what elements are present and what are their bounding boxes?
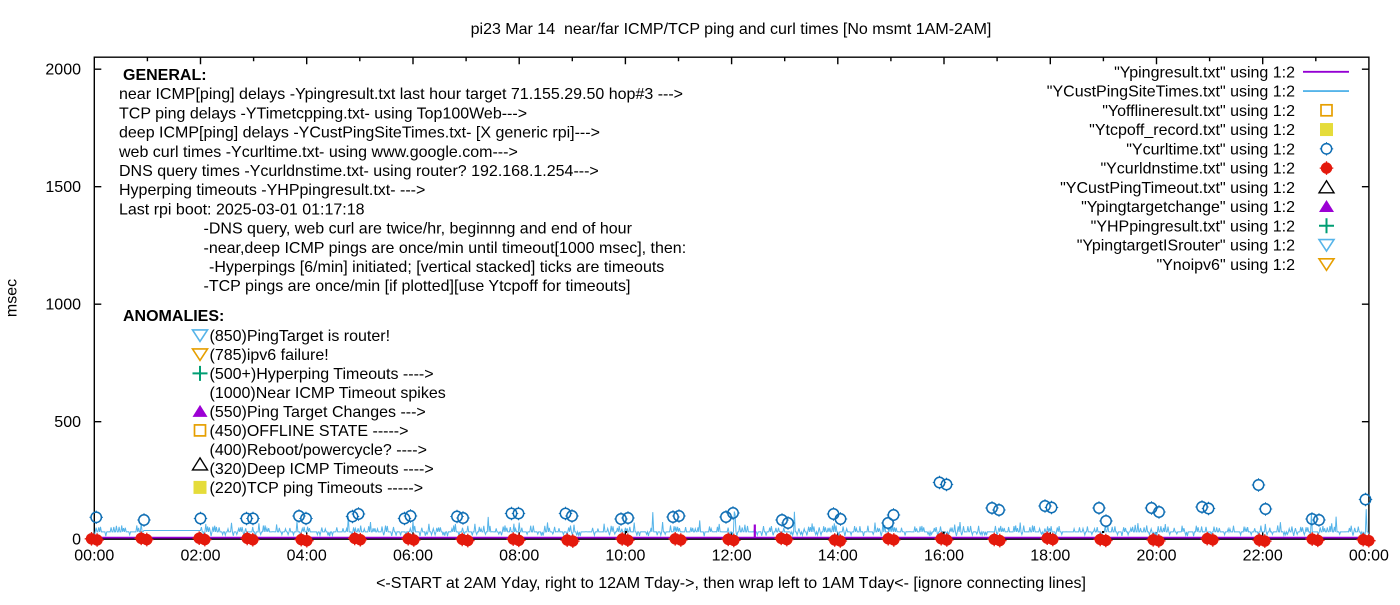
- svg-text:"Ytcpoff_record.txt" using 1:2: "Ytcpoff_record.txt" using 1:2: [1089, 122, 1295, 139]
- svg-text:-Hyperpings [6/min] initiated;: -Hyperpings [6/min] initiated; [vertical…: [209, 259, 664, 276]
- svg-text:14:00: 14:00: [818, 548, 858, 565]
- svg-text:"YpingtargetISrouter" using 1:: "YpingtargetISrouter" using 1:2: [1077, 238, 1295, 255]
- svg-text:"Ynoipv6" using 1:2: "Ynoipv6" using 1:2: [1156, 257, 1295, 274]
- svg-text:near ICMP[ping] delays -Ypingr: near ICMP[ping] delays -Ypingresult.txt …: [119, 86, 683, 103]
- svg-text:deep ICMP[ping] delays -YCustP: deep ICMP[ping] delays -YCustPingSiteTim…: [119, 125, 600, 142]
- svg-text:Hyperping timeouts -YHPpingres: Hyperping timeouts -YHPpingresult.txt- -…: [119, 182, 425, 199]
- svg-text:ANOMALIES:: ANOMALIES:: [123, 308, 224, 325]
- svg-text:"YCustPingSiteTimes.txt" using: "YCustPingSiteTimes.txt" using 1:2: [1047, 84, 1295, 101]
- svg-text:(1000)Near ICMP Timeout spikes: (1000)Near ICMP Timeout spikes: [210, 385, 446, 402]
- svg-text:-near,deep ICMP pings are once: -near,deep ICMP pings are once/min until…: [204, 240, 687, 257]
- svg-text:-DNS query, web curl are twice: -DNS query, web curl are twice/hr, begin…: [204, 221, 633, 238]
- svg-text:"Ypingresult.txt" using 1:2: "Ypingresult.txt" using 1:2: [1114, 64, 1295, 81]
- svg-text:1000: 1000: [45, 297, 81, 314]
- svg-text:GENERAL:: GENERAL:: [123, 67, 207, 84]
- svg-text:pi23 Mar 14 near/far ICMP/TCP: pi23 Mar 14 near/far ICMP/TCP ping and c…: [471, 21, 992, 38]
- svg-text:(320)Deep ICMP Timeouts ---->: (320)Deep ICMP Timeouts ---->: [210, 461, 434, 478]
- svg-text:"Ycurltime.txt" using 1:2: "Ycurltime.txt" using 1:2: [1126, 141, 1295, 158]
- svg-text:(500+)Hyperping Timeouts ---->: (500+)Hyperping Timeouts ---->: [210, 366, 434, 383]
- svg-text:12:00: 12:00: [712, 548, 752, 565]
- svg-text:Last rpi boot: 2025-03-01 01:1: Last rpi boot: 2025-03-01 01:17:18: [119, 201, 365, 218]
- svg-text:22:00: 22:00: [1243, 548, 1283, 565]
- svg-text:02:00: 02:00: [180, 548, 220, 565]
- svg-text:20:00: 20:00: [1136, 548, 1176, 565]
- svg-text:TCP ping delays -YTimetcpping.: TCP ping delays -YTimetcpping.txt- using…: [119, 105, 527, 122]
- svg-text:"YCustPingTimeout.txt" using 1: "YCustPingTimeout.txt" using 1:2: [1060, 180, 1295, 197]
- svg-text:(850)PingTarget is router!: (850)PingTarget is router!: [210, 328, 391, 345]
- svg-text:18:00: 18:00: [1030, 548, 1070, 565]
- svg-text:16:00: 16:00: [924, 548, 964, 565]
- svg-text:<-START at 2AM Yday, right to: <-START at 2AM Yday, right to 12AM Tday-…: [376, 575, 1086, 592]
- svg-text:"Ycurldnstime.txt" using 1:2: "Ycurldnstime.txt" using 1:2: [1100, 161, 1295, 178]
- svg-text:00:00: 00:00: [1349, 548, 1389, 565]
- svg-text:2000: 2000: [45, 62, 81, 79]
- svg-text:-TCP pings are once/min [if pl: -TCP pings are once/min [if plotted][use…: [204, 278, 631, 295]
- svg-text:web curl times -Ycurltime.txt-: web curl times -Ycurltime.txt- using www…: [118, 144, 518, 161]
- svg-text:06:00: 06:00: [393, 548, 433, 565]
- svg-text:msec: msec: [4, 279, 21, 317]
- svg-text:00:00: 00:00: [74, 548, 114, 565]
- svg-text:(450)OFFLINE STATE ----->: (450)OFFLINE STATE ----->: [210, 423, 409, 440]
- svg-text:500: 500: [54, 414, 81, 431]
- svg-text:0: 0: [72, 532, 81, 549]
- svg-text:(785)ipv6 failure!: (785)ipv6 failure!: [210, 347, 329, 364]
- svg-text:04:00: 04:00: [287, 548, 327, 565]
- svg-text:1500: 1500: [45, 179, 81, 196]
- svg-text:10:00: 10:00: [605, 548, 645, 565]
- svg-text:"Yofflineresult.txt" using 1:2: "Yofflineresult.txt" using 1:2: [1102, 103, 1295, 120]
- svg-text:"Ypingtargetchange" using 1:2: "Ypingtargetchange" using 1:2: [1081, 199, 1295, 216]
- svg-text:(400)Reboot/powercycle? ---->: (400)Reboot/powercycle? ---->: [210, 442, 427, 459]
- svg-text:(220)TCP ping Timeouts ----->: (220)TCP ping Timeouts ----->: [210, 480, 424, 497]
- svg-text:(550)Ping Target Changes --->: (550)Ping Target Changes --->: [210, 404, 426, 421]
- svg-text:"YHPpingresult.txt" using 1:2: "YHPpingresult.txt" using 1:2: [1091, 218, 1295, 235]
- svg-text:DNS query times -Ycurldnstime.: DNS query times -Ycurldnstime.txt- using…: [119, 163, 599, 180]
- svg-text:08:00: 08:00: [499, 548, 539, 565]
